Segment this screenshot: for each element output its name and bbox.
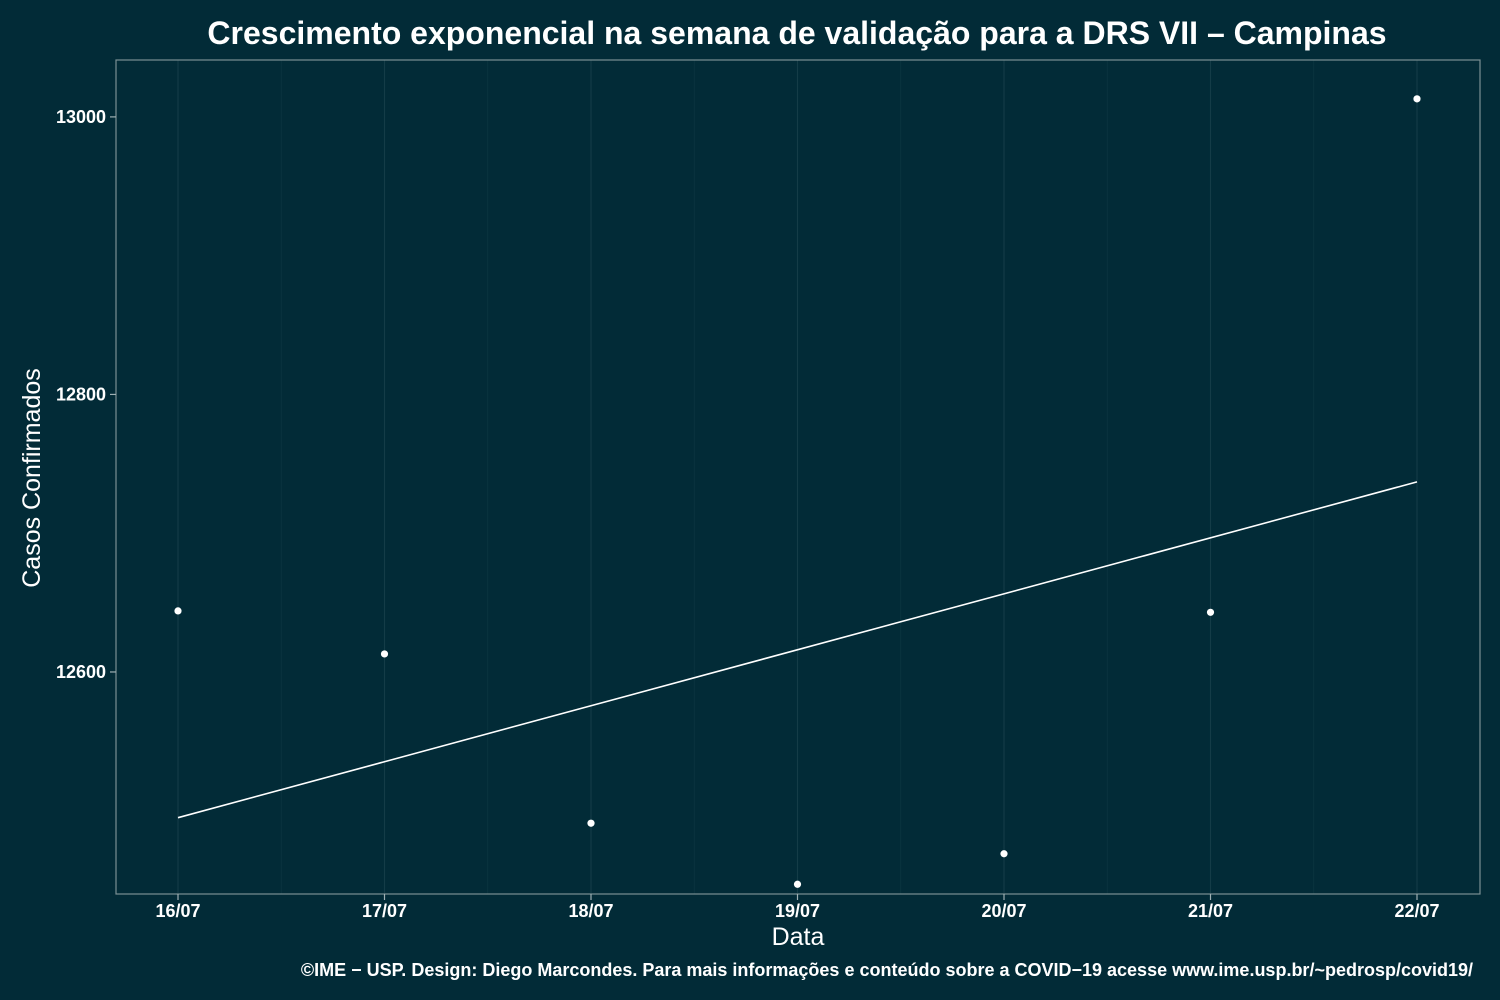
y-axis: 12600 12800 13000 bbox=[56, 107, 116, 682]
data-point bbox=[174, 607, 182, 615]
x-tick-label: 21/07 bbox=[1188, 901, 1233, 921]
data-point bbox=[793, 880, 802, 888]
data-point bbox=[1206, 608, 1215, 616]
y-tick-label: 12600 bbox=[56, 662, 106, 682]
x-tick-label: 17/07 bbox=[362, 901, 407, 921]
chart-title: Crescimento exponencial na semana de val… bbox=[207, 15, 1386, 51]
data-point bbox=[1413, 95, 1421, 103]
data-point bbox=[587, 819, 595, 827]
gridlines bbox=[177, 60, 1418, 894]
trend-line bbox=[177, 481, 1418, 819]
x-tick-label: 18/07 bbox=[568, 901, 613, 921]
y-tick-label: 12800 bbox=[56, 384, 106, 404]
data-point bbox=[380, 650, 389, 658]
x-tick-label: 22/07 bbox=[1394, 901, 1439, 921]
x-tick-label: 16/07 bbox=[155, 901, 200, 921]
x-tick-label: 19/07 bbox=[775, 901, 820, 921]
x-tick-label: 20/07 bbox=[981, 901, 1026, 921]
y-tick-label: 13000 bbox=[56, 107, 106, 127]
series-layer bbox=[174, 95, 1421, 888]
x-axis: 16/07 17/07 18/07 19/07 20/07 21/07 22/07 bbox=[155, 894, 1440, 921]
caption: ©IME − USP. Design: Diego Marcondes. Par… bbox=[301, 960, 1473, 980]
data-point bbox=[1000, 850, 1008, 858]
y-axis-title: Casos Confirmados bbox=[18, 368, 46, 588]
x-axis-title: Data bbox=[772, 923, 825, 951]
